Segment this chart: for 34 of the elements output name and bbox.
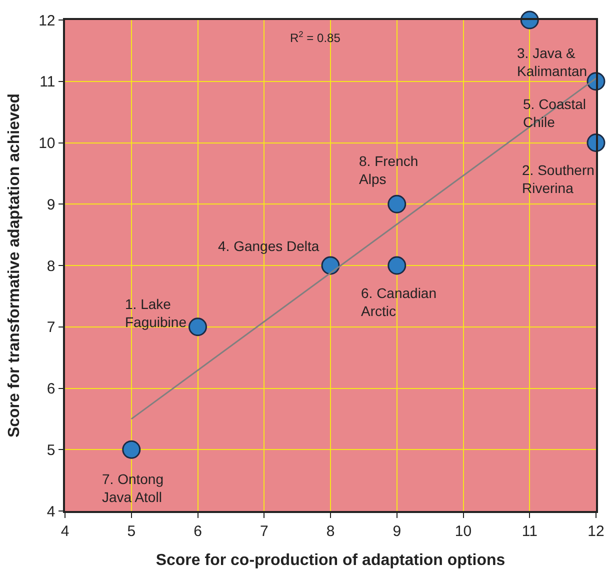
annotation: 3. Java & Kalimantan [517, 45, 588, 80]
y-tick-label: 10 [38, 135, 56, 152]
y-axis-title: Score for transformative adaptation achieved [6, 93, 23, 438]
annotation: 4. Ganges Delta [218, 238, 320, 254]
y-tick-label: 9 [46, 196, 56, 214]
x-tick-label: 8 [326, 522, 335, 540]
y-tick-label: 8 [46, 258, 56, 275]
y-tick-label: 6 [46, 380, 56, 398]
x-tick-label: 5 [127, 522, 136, 540]
annotation: R$^{2}$ = 0.85 [290, 29, 341, 46]
y-tick-label: 7 [46, 319, 56, 336]
x-tick-label: 12 [588, 522, 604, 540]
annotation: 2. Southern Riverina [522, 162, 594, 196]
point [188, 318, 207, 336]
y-tick-label: 12 [38, 12, 56, 30]
x-tick-label: 7 [260, 522, 268, 540]
point [122, 440, 141, 459]
point [388, 256, 406, 275]
annotation: 8. French Alps [359, 153, 418, 188]
x-tick-label: 6 [194, 522, 202, 540]
y-tick-label: 4 [46, 503, 56, 520]
annotation: 5. Coastal Chile [523, 96, 586, 130]
y-tick-label: 5 [46, 442, 56, 459]
x-tick-label: 10 [454, 522, 472, 540]
point [388, 194, 406, 214]
annotation: 7. Ontong Java Atoll [102, 471, 164, 506]
y-tick-label: 11 [40, 74, 56, 91]
point [321, 256, 340, 275]
annotation: 6. Canadian Arctic [361, 285, 437, 320]
x-axis-title: Score for co-production of adaptation options [156, 552, 506, 569]
annotation: 1. Lake Faguibine [125, 296, 187, 330]
x-tick-label: 11 [522, 522, 538, 540]
x-tick-label: 9 [392, 522, 402, 540]
x-tick-label: 4 [60, 522, 70, 540]
